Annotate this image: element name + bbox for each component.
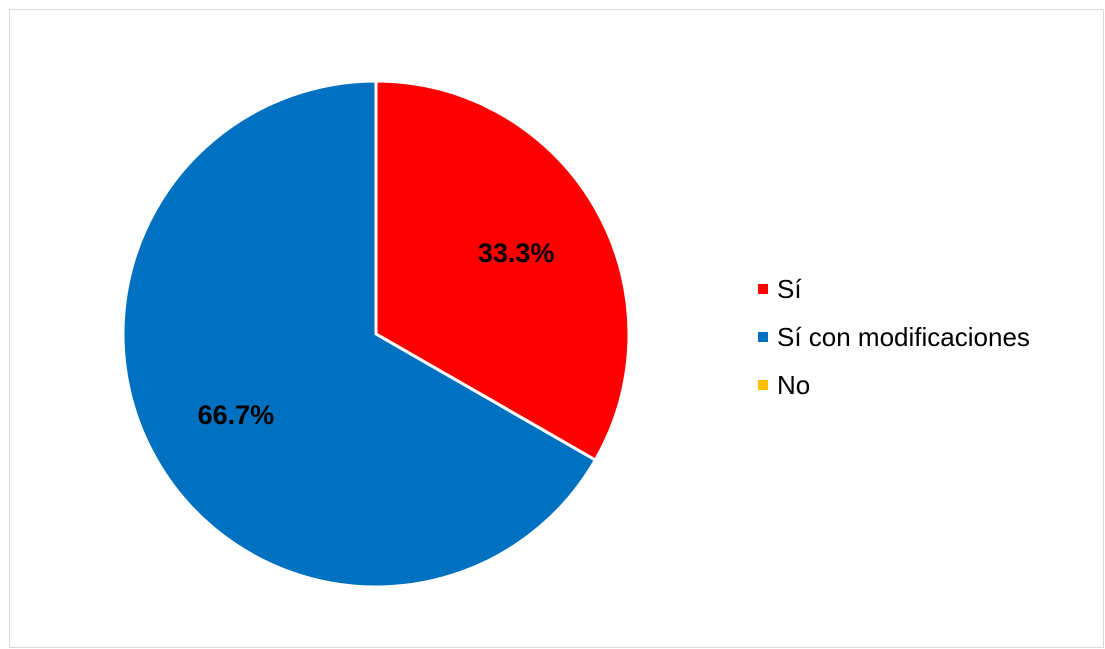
pie-chart: 33.3% 66.7% bbox=[121, 79, 631, 589]
data-label-si: 33.3% bbox=[478, 238, 555, 268]
legend-item-no: No bbox=[758, 361, 1030, 409]
chart-area: 33.3% 66.7% Sí Sí con modificaciones No bbox=[9, 9, 1104, 648]
legend: Sí Sí con modificaciones No bbox=[758, 265, 1030, 409]
legend-label-si: Sí bbox=[777, 273, 802, 304]
pie-slice-si-con-modificaciones bbox=[121, 79, 597, 589]
legend-swatch-no bbox=[758, 380, 768, 390]
legend-swatch-si bbox=[758, 284, 768, 294]
legend-swatch-si-con-modificaciones bbox=[758, 332, 768, 342]
legend-label-si-con-modificaciones: Sí con modificaciones bbox=[777, 321, 1030, 352]
pie-slice-si bbox=[374, 79, 631, 462]
data-label-si-con-modificaciones: 66.7% bbox=[198, 400, 275, 430]
legend-item-si: Sí bbox=[758, 265, 1030, 313]
legend-label-no: No bbox=[777, 369, 811, 400]
legend-item-si-con-modificaciones: Sí con modificaciones bbox=[758, 313, 1030, 361]
